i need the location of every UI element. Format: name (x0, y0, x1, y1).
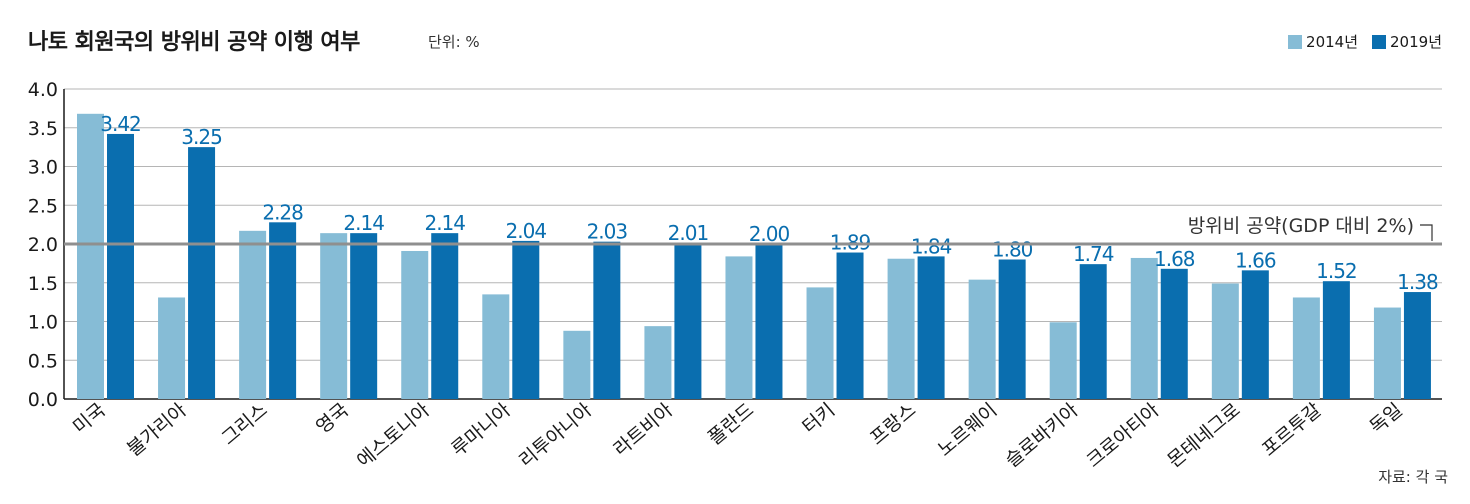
bar-2014 (239, 230, 267, 399)
bar-2014 (887, 258, 915, 399)
data-label-2019: 3.42 (100, 112, 141, 136)
data-label-2019: 1.68 (1154, 247, 1195, 271)
x-tick-label: 라트비아 (609, 399, 677, 461)
bar-2019 (755, 244, 783, 399)
data-label-2019: 1.52 (1316, 259, 1357, 283)
data-label-2019: 2.03 (587, 220, 628, 244)
data-label-2019: 1.84 (911, 234, 952, 258)
bar-2014 (482, 294, 510, 399)
x-tick-label: 독일 (1366, 399, 1407, 438)
data-label-2019: 1.74 (1073, 242, 1114, 266)
bar-2014 (644, 326, 672, 399)
y-tick-label: 1.0 (28, 312, 58, 334)
bar-2014 (563, 330, 591, 399)
legend-item-2014: 2014년 (1288, 31, 1358, 52)
x-tick-label: 불가리아 (123, 399, 191, 461)
x-tick-label: 포르투갈 (1258, 399, 1326, 461)
bar-2014 (725, 256, 753, 399)
bar-2019 (674, 243, 702, 399)
data-label-2019: 1.80 (992, 238, 1033, 262)
pledge-line-label: 방위비 공약(GDP 대비 2%) (1188, 215, 1414, 237)
data-label-2019: 2.04 (506, 219, 547, 243)
data-label-2019: 3.25 (181, 125, 222, 149)
bar-2014 (1373, 307, 1401, 399)
bar-2014 (320, 233, 348, 399)
data-label-2019: 2.14 (343, 211, 384, 235)
legend-item-2019: 2019년 (1372, 31, 1442, 52)
x-tick-label: 미국 (69, 399, 110, 438)
chart-unit: 단위: % (428, 33, 480, 51)
data-label-2019: 2.01 (668, 221, 709, 245)
y-tick-label: 2.0 (28, 234, 58, 256)
y-tick-label: 2.5 (28, 195, 58, 217)
bar-2014 (401, 250, 429, 399)
y-tick-label: 0.5 (28, 350, 58, 372)
x-tick-label: 에스토니아 (353, 399, 434, 472)
y-tick-label: 4.0 (28, 79, 58, 101)
y-tick-label: 3.5 (28, 118, 58, 140)
bar-2014 (968, 279, 996, 399)
pledge-label-bracket (1420, 224, 1433, 241)
bar-2014 (158, 297, 186, 399)
x-tick-label: 루마니아 (447, 399, 515, 461)
x-tick-label: 터키 (798, 399, 839, 438)
bar-2019 (593, 241, 621, 399)
bar-2019 (107, 133, 134, 399)
data-label-2019: 2.00 (749, 222, 790, 246)
bar-2019 (188, 147, 216, 399)
chart-title: 나토 회원국의 방위비 공약 이행 여부 (28, 30, 360, 55)
bar-2019 (1322, 281, 1350, 399)
x-tick-label: 리투아니아 (515, 399, 596, 472)
legend-label-2019: 2019년 (1390, 33, 1442, 51)
bar-2019 (431, 233, 459, 399)
bar-2019 (512, 240, 540, 399)
y-tick-label: 1.5 (28, 273, 58, 295)
bar-2019 (1403, 292, 1431, 399)
bar-2019 (1241, 270, 1269, 399)
data-label-2019: 1.66 (1235, 248, 1276, 272)
y-tick-label: 0.0 (28, 389, 58, 411)
data-label-2019: 2.28 (262, 200, 303, 224)
bar-2014 (1049, 322, 1077, 399)
x-tick-label: 몬테네그로 (1163, 399, 1244, 472)
x-tick-label: 영국 (312, 399, 353, 438)
x-tick-label: 폴란드 (704, 399, 758, 450)
x-tick-label: 노르웨이 (934, 399, 1002, 461)
legend: 2014년 2019년 (1288, 31, 1442, 52)
x-tick-label: 크로아티아 (1082, 399, 1163, 472)
data-label-2019: 2.14 (424, 211, 465, 235)
bar-2019 (917, 256, 945, 399)
legend-swatch-2019 (1372, 34, 1387, 49)
bar-2019 (1079, 264, 1107, 399)
bar-2014 (1211, 283, 1239, 399)
bar-2019 (350, 233, 378, 399)
x-tick-label: 그리스 (218, 399, 272, 450)
x-tick-label: 프랑스 (866, 399, 920, 450)
bar-2014 (1130, 257, 1158, 399)
legend-swatch-2014 (1288, 34, 1303, 49)
bar-2014 (806, 287, 834, 399)
y-tick-label: 3.0 (28, 157, 58, 179)
x-tick-label: 슬로바키아 (1001, 399, 1082, 472)
bar-2014 (77, 113, 104, 400)
bar-2019 (1160, 268, 1188, 399)
bar-2019 (836, 252, 864, 399)
bar-2014 (1292, 297, 1320, 399)
source-note: 자료: 각 국 (1378, 468, 1448, 486)
bar-2019 (269, 222, 297, 399)
bar-2019 (998, 259, 1026, 399)
legend-label-2014: 2014년 (1306, 33, 1359, 51)
data-label-2019: 1.38 (1397, 270, 1438, 294)
